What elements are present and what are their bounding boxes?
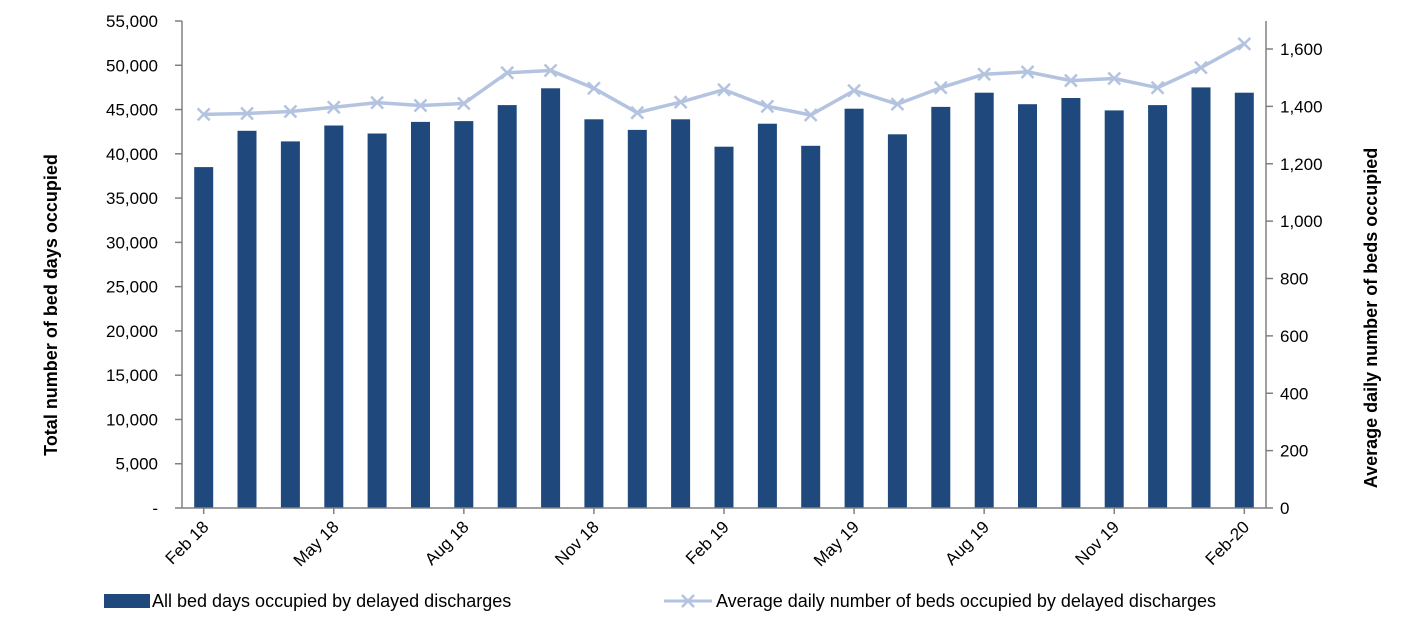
left-tick-label: 50,000 [106,56,158,75]
left-tick-label: 30,000 [106,233,158,252]
bar [324,125,344,508]
line-point-marker [500,65,515,80]
bar [497,105,517,508]
line-point-marker [1194,60,1208,75]
bar [454,121,474,508]
line-point-marker [760,99,775,114]
x-tick-label: Aug 19 [941,517,993,569]
right-tick-label: 400 [1280,384,1308,403]
legend-label-bars: All bed days occupied by delayed dischar… [152,591,511,611]
bar [931,106,951,509]
line-point-marker [456,96,471,111]
line-point-marker [673,95,688,109]
bar [714,146,734,508]
x-tick-label: Feb-20 [1202,517,1254,569]
bar [194,167,214,508]
bar-series-layer [194,87,1254,509]
bar [887,134,907,509]
bar [367,133,387,508]
line-series-layer [196,36,1252,122]
left-tick-label: 25,000 [106,278,158,297]
left-axis-title: Total number of bed days occupied [41,154,61,456]
line-point-marker [1063,73,1078,88]
x-tick-label: Nov 19 [1072,517,1124,569]
bar [1104,110,1124,509]
bar [974,92,994,508]
line-point-marker [240,106,254,121]
line-point-marker [543,63,558,78]
left-tick-label: - [152,499,158,518]
bar [627,129,647,508]
average-daily-beds-line [203,42,1246,117]
right-axis-title: Average daily number of beds occupied [1361,148,1381,488]
line-point-marker [803,108,818,122]
line-point-marker [890,97,905,111]
bar [1234,92,1254,508]
bar [541,88,561,509]
bar [671,119,691,509]
line-point-marker [413,98,428,113]
line-point-marker [587,81,601,96]
bar [1148,105,1168,508]
left-axis-ticks: - 5,000 10,000 15,000 20,000 25,000 30,000 35,0… [106,12,182,518]
bar [237,130,257,509]
x-tick-label: Nov 18 [551,517,603,569]
bar [280,141,300,508]
legend-swatch-marker [681,594,695,608]
line-point-marker [1237,36,1252,51]
right-tick-label: 1,400 [1280,97,1323,116]
line-point-marker [326,100,341,115]
left-tick-label: 15,000 [106,366,158,385]
bar [1018,104,1037,508]
line-point-marker [1107,71,1122,86]
bar [1191,87,1211,509]
right-tick-label: 1,000 [1280,212,1323,231]
right-axis-ticks: 0 200 400 600 800 1,000 1,200 1,400 1,600 [1266,40,1323,518]
left-tick-label: 45,000 [106,101,158,120]
bar [757,123,777,508]
x-axis-ticks: Feb 18 May 18 Aug 18 Nov 18 Feb 19 May 19 Aug … [162,508,1254,570]
line-point-marker [977,67,992,82]
legend-label-line: Average daily number of beds occupied by… [716,591,1216,611]
bar [844,108,864,508]
left-tick-label: 40,000 [106,145,158,164]
bar [1061,98,1081,508]
left-tick-label: 5,000 [115,455,158,474]
left-tick-label: 10,000 [106,410,158,429]
x-tick-label: May 19 [810,517,863,570]
left-tick-label: 35,000 [106,189,158,208]
line-point-marker [1020,65,1035,79]
right-tick-label: 200 [1280,442,1308,461]
line-point-marker [717,82,731,97]
right-tick-label: 1,200 [1280,155,1323,174]
right-tick-label: 0 [1280,499,1289,518]
line-point-marker [630,105,645,120]
bar [411,121,430,509]
x-tick-label: Feb 18 [162,517,213,568]
line-point-marker [933,80,948,95]
x-tick-label: Aug 18 [421,517,473,569]
bar [584,119,604,509]
bar [801,145,821,509]
line-point-marker [847,83,861,98]
line-point-marker [196,107,211,122]
left-tick-label: 20,000 [106,322,158,341]
x-tick-label: Feb 19 [682,517,733,568]
x-tick-label: May 18 [290,517,343,570]
line-point-marker [283,104,298,119]
right-tick-label: 800 [1280,270,1308,289]
line-point-marker [1150,80,1165,95]
left-tick-label: 55,000 [106,12,158,31]
right-tick-label: 600 [1280,327,1308,346]
line-point-marker [370,95,385,110]
legend-swatch-bars [104,594,150,608]
right-tick-label: 1,600 [1280,40,1323,59]
legend: All bed days occupied by delayed dischar… [104,591,1216,611]
